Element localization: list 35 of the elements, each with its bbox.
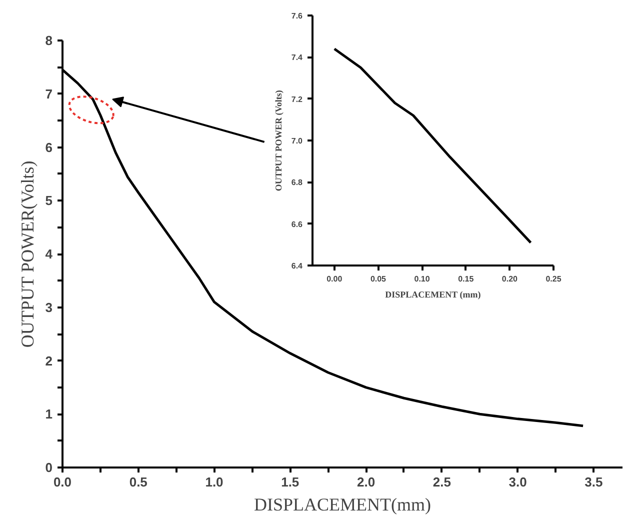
x-tick-label: 2.0 [356, 474, 376, 490]
x-tick-label: 0.10 [414, 274, 430, 284]
x-tick-label: 2.5 [432, 474, 451, 490]
y-tick-label: 4 [45, 246, 54, 262]
x-tick-label: 0.0 [53, 474, 72, 490]
y-tick-label: 7.0 [291, 136, 304, 146]
line-series [333, 48, 532, 244]
x-tick-label: 0.05 [370, 274, 387, 284]
x-axis-title: DISPLACEMENT (mm) [385, 290, 481, 300]
y-tick-label: 7.6 [291, 12, 304, 20]
y-tick-label: 7 [45, 86, 53, 102]
y-tick-label: 6.8 [291, 178, 304, 188]
y-tick-label: 3 [45, 300, 53, 315]
x-tick-label: 3.0 [508, 474, 527, 490]
y-tick-label: 6.6 [291, 220, 304, 229]
y-tick-label: 6.4 [291, 262, 304, 270]
x-tick-label: 1.0 [205, 474, 224, 490]
x-tick-label: 0.5 [129, 474, 148, 490]
x-tick-label: 0.20 [502, 274, 518, 284]
y-tick-label: 5 [45, 193, 53, 208]
y-axis-title: OUTPUT POWER (Volts) [273, 90, 284, 192]
x-tick-label: 0.15 [458, 274, 474, 284]
y-tick-label: 2 [45, 353, 53, 368]
y-axis-title: OUTPUT POWER(Volts) [17, 160, 38, 348]
x-tick-label: 1.5 [281, 474, 300, 490]
y-tick-label: 7.2 [291, 94, 304, 104]
x-tick-label: 0.25 [546, 274, 562, 284]
y-tick-label: 1 [45, 406, 53, 422]
x-tick-label: 0.00 [326, 274, 343, 284]
x-tick-label: 3.5 [584, 474, 603, 490]
y-tick-label: 0 [45, 460, 53, 475]
y-tick-label: 7.4 [291, 53, 304, 62]
y-tick-label: 8 [45, 33, 53, 48]
y-tick-label: 6 [45, 140, 53, 155]
x-axis-title: DISPLACEMENT(mm) [254, 494, 432, 514]
